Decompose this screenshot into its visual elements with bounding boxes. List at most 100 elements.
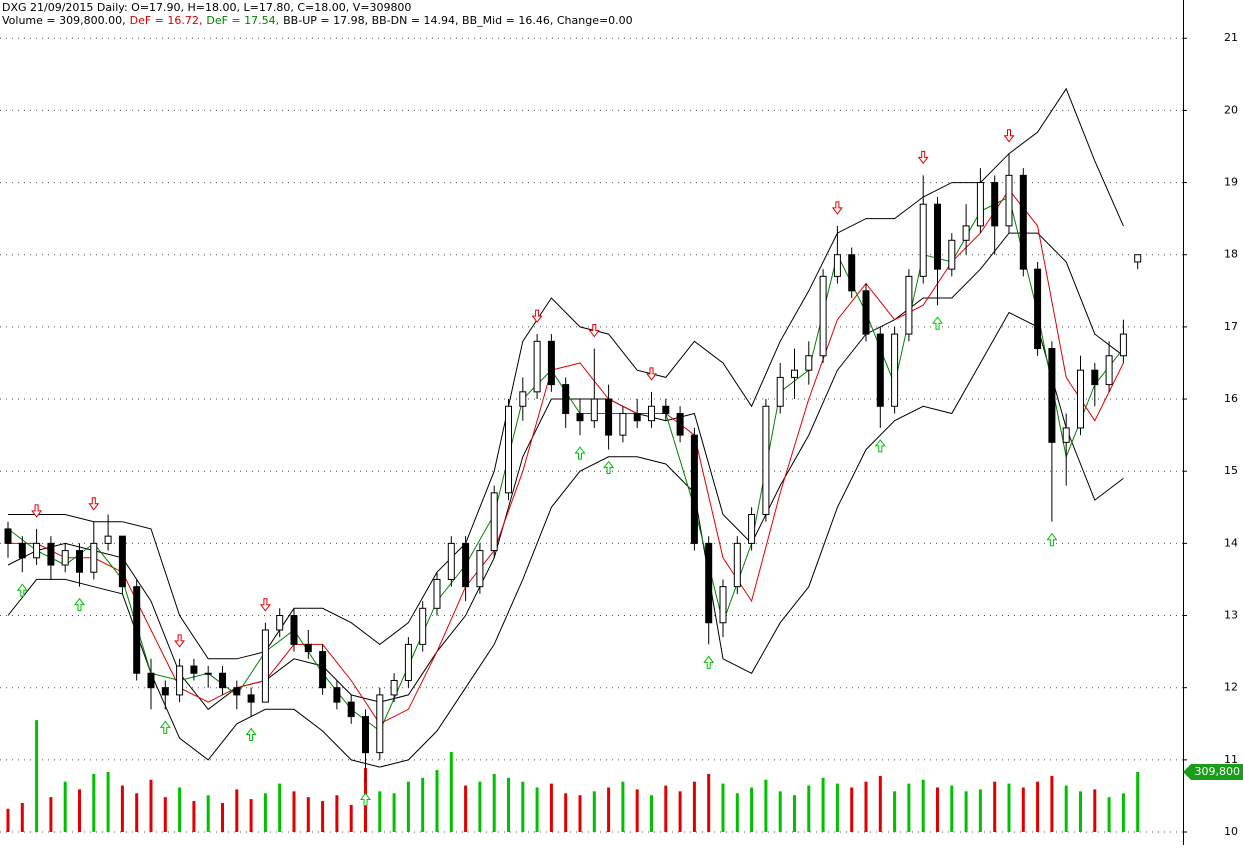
volume-bar bbox=[392, 793, 396, 832]
volume-bar bbox=[1050, 775, 1054, 832]
candle-body bbox=[862, 290, 870, 335]
indicator-line bbox=[8, 87, 1124, 660]
y-tick-label: 13 bbox=[1224, 609, 1238, 622]
volume-bar bbox=[807, 785, 811, 832]
candle-body bbox=[104, 535, 112, 544]
volume-bar bbox=[678, 791, 682, 832]
candle-body bbox=[962, 225, 970, 241]
volume-bar bbox=[421, 777, 425, 832]
candle-body bbox=[905, 275, 913, 335]
candle-body bbox=[1062, 427, 1070, 443]
indicator-line bbox=[7, 311, 1124, 768]
candle-body bbox=[419, 607, 427, 645]
buy-arrow bbox=[360, 792, 371, 806]
candle-body bbox=[1077, 369, 1084, 429]
candle-body bbox=[404, 643, 412, 681]
candle-body bbox=[319, 651, 327, 689]
candle-body bbox=[204, 672, 212, 675]
y-tick-label: 17 bbox=[1224, 320, 1238, 333]
y-tick-label: 10 bbox=[1224, 825, 1238, 838]
candle-body bbox=[176, 665, 184, 696]
candle-body bbox=[805, 355, 813, 371]
volume-bar bbox=[163, 797, 167, 832]
volume-bar bbox=[950, 785, 954, 832]
legend-item: DeF = 17.54, bbox=[206, 14, 279, 27]
volume-bar bbox=[564, 793, 568, 832]
volume-bar bbox=[335, 795, 339, 832]
candle-body bbox=[1105, 355, 1113, 386]
volume-bar bbox=[349, 804, 353, 832]
candle-body bbox=[948, 239, 956, 270]
y-tick-label: 14 bbox=[1224, 536, 1238, 549]
candle-body bbox=[976, 182, 984, 227]
candle-body bbox=[347, 701, 355, 718]
volume-bar bbox=[192, 801, 196, 832]
volume-bar bbox=[978, 789, 982, 832]
candle-body bbox=[147, 672, 155, 689]
volume-bar bbox=[78, 789, 81, 832]
sell-arrow bbox=[831, 201, 843, 215]
volume-tag bbox=[1183, 764, 1243, 781]
candle-body bbox=[376, 694, 384, 754]
candle-body bbox=[505, 405, 512, 494]
legend-item: BB-UP = 17.98, BB-DN = 14.94, BB_Mid = 1… bbox=[283, 14, 633, 27]
buy-arrow bbox=[874, 439, 886, 453]
candle-body bbox=[1134, 254, 1142, 263]
volume-bar bbox=[321, 801, 325, 832]
volume-bar bbox=[135, 793, 139, 832]
sell-arrow bbox=[31, 504, 43, 518]
chart-title: DXG 21/09/2015 Daily: O=17.90, H=18.00, … bbox=[2, 1, 411, 14]
volume-bar bbox=[793, 795, 796, 832]
volume-bar bbox=[592, 791, 596, 832]
volume-bar bbox=[435, 770, 439, 832]
y-tick-label: 18 bbox=[1224, 248, 1238, 261]
volume-bar bbox=[864, 781, 868, 832]
volume-bar bbox=[735, 793, 739, 832]
candle-body bbox=[1048, 348, 1056, 443]
volume-bar bbox=[20, 802, 24, 832]
candle-body bbox=[519, 391, 527, 407]
volume-bar bbox=[835, 783, 839, 832]
candle-body bbox=[390, 679, 398, 696]
volume-bar bbox=[993, 781, 997, 832]
volume-bar bbox=[821, 777, 825, 832]
volume-bar bbox=[92, 773, 96, 832]
volume-bar bbox=[464, 785, 468, 832]
candle-body bbox=[776, 376, 784, 407]
volume-bar bbox=[378, 791, 382, 832]
volume-bar bbox=[406, 781, 410, 832]
volume-bar bbox=[850, 787, 854, 832]
candle-body bbox=[919, 203, 927, 277]
volume-bar bbox=[492, 773, 496, 832]
candle-body bbox=[891, 333, 899, 407]
volume-bar bbox=[263, 793, 267, 832]
candle-body bbox=[1034, 268, 1042, 350]
buy-arrow bbox=[574, 446, 586, 460]
candle-body bbox=[662, 405, 670, 414]
volume-bar bbox=[778, 791, 782, 832]
candle-body bbox=[304, 643, 312, 653]
candle-body bbox=[4, 528, 12, 544]
sell-arrow bbox=[174, 634, 186, 648]
candle-body bbox=[276, 615, 284, 631]
candle-body bbox=[76, 550, 83, 573]
volume-bar bbox=[178, 787, 182, 832]
candle-body bbox=[562, 384, 570, 414]
candle-body bbox=[261, 629, 269, 703]
candle-body bbox=[476, 550, 484, 588]
volume-bar bbox=[507, 777, 510, 832]
candle-body bbox=[247, 694, 255, 703]
candle-body bbox=[90, 542, 98, 573]
volume-bar bbox=[249, 799, 253, 832]
candle-body bbox=[161, 687, 169, 696]
buy-arrow bbox=[159, 720, 171, 734]
volume-bar bbox=[1021, 787, 1025, 832]
buy-arrow bbox=[1046, 532, 1058, 547]
volume-bar bbox=[1093, 789, 1097, 832]
volume-bar bbox=[478, 781, 482, 832]
candle-body bbox=[190, 665, 198, 674]
volume-bar bbox=[221, 802, 224, 832]
candle-body bbox=[819, 275, 827, 357]
volume-bar bbox=[621, 781, 625, 832]
